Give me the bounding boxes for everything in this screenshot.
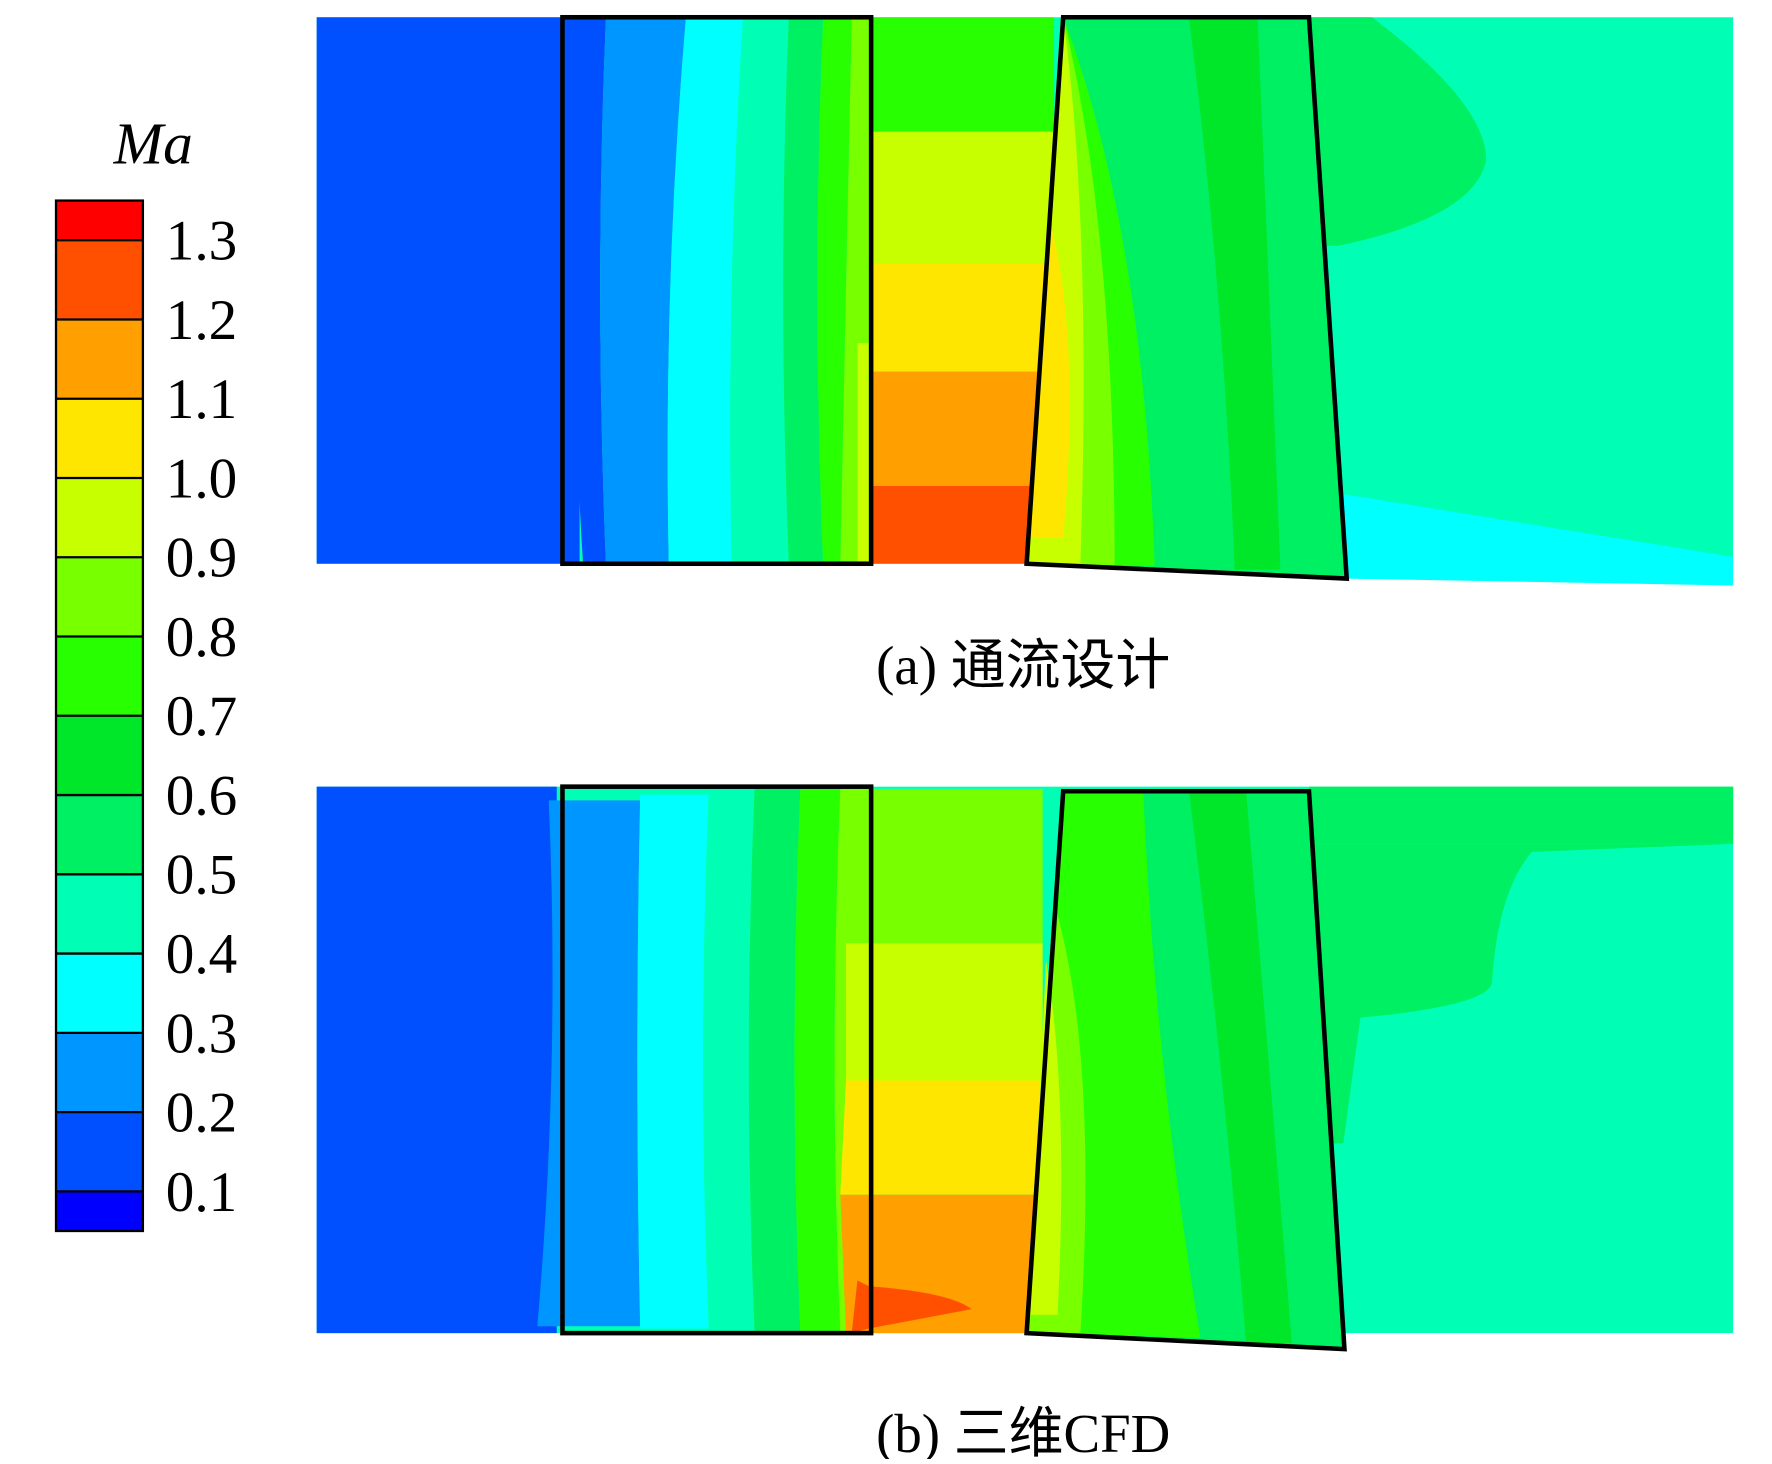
- colorbar-band: [56, 200, 143, 241]
- colorbar-band: [56, 636, 143, 716]
- colorbar-band: [56, 398, 143, 478]
- panel-caption: (b) 三维CFD: [876, 1403, 1170, 1459]
- colorbar-tick-label: 1.3: [166, 210, 237, 273]
- colorbar-tick-label: 1.2: [166, 289, 237, 352]
- colorbar-tick-label: 0.1: [166, 1161, 237, 1224]
- colorbar-tick-label: 0.6: [166, 764, 237, 827]
- colorbar-tick-label: 0.7: [166, 685, 237, 748]
- colorbar-tick-label: 0.2: [166, 1082, 237, 1145]
- colorbar-tick-label: 1.0: [166, 447, 237, 510]
- panel-caption: (a) 通流设计: [876, 635, 1170, 696]
- colorbar-tick-label: 0.3: [166, 1002, 237, 1065]
- colorbar-band: [56, 1112, 143, 1192]
- colorbar-band: [56, 715, 143, 796]
- colorbar-tick-label: 0.5: [166, 844, 237, 907]
- colorbar-band: [56, 795, 143, 875]
- contour-panel-b: [316, 784, 1734, 1352]
- contour-panel-a: [316, 14, 1734, 586]
- colorbar-band: [56, 477, 143, 558]
- colorbar: 0.1 0.2 0.3 0.4 0.5 0.6 0.7 0.8 0.9 1.0 1.1 1.2 1.3: [54, 199, 237, 1233]
- colorbar-tick-label: 1.1: [166, 368, 237, 431]
- colorbar-band: [56, 240, 143, 320]
- colorbar-band: [56, 557, 143, 637]
- colorbar-band: [56, 1032, 143, 1113]
- colorbar-tick-label: 0.4: [166, 923, 237, 986]
- colorbar-title: Ma: [113, 111, 193, 177]
- colorbar-band: [56, 319, 143, 399]
- colorbar-band: [56, 953, 143, 1033]
- colorbar-band: [56, 1191, 143, 1231]
- colorbar-band: [56, 874, 143, 954]
- colorbar-tick-label: 0.8: [166, 606, 237, 669]
- colorbar-tick-label: 0.9: [166, 527, 237, 590]
